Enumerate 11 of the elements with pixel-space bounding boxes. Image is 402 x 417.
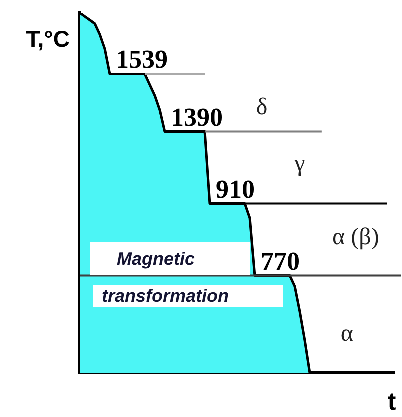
annotation: γ [294, 151, 306, 178]
annotation: δ [256, 94, 268, 120]
annotation: 1390 [171, 102, 223, 132]
annotation: 910 [216, 174, 255, 204]
x-axis-title: t [388, 388, 397, 416]
y-axis-title: T,°C [26, 26, 70, 52]
annotation: α (β) [332, 224, 380, 250]
annotation: 770 [261, 246, 300, 276]
annotation: Magnetic transformation [102, 248, 230, 306]
annotation: α [340, 321, 354, 348]
annotation: 1539 [116, 45, 168, 74]
